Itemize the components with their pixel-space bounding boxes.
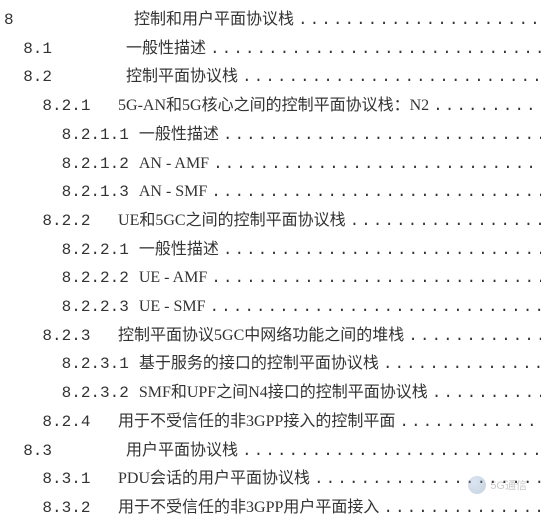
toc-leader: ........................................… [428,380,541,408]
watermark-text: 5G通信 [490,477,527,493]
toc-leader: ........................................… [219,122,541,150]
toc-entry: 8 控制和用户平面协议栈 ............................… [4,6,541,35]
toc-leader: ........................................… [379,351,541,379]
toc-title: UE - SMF [139,293,206,321]
toc-title: PDU会话的用户平面协议栈 [118,465,310,493]
toc-entry: 8.3.1PDU会话的用户平面协议栈 .....................… [4,465,541,494]
toc-leader: ........................................… [207,179,541,207]
toc-leader: ........................................… [238,438,541,466]
toc-leader: ........................................… [294,7,541,35]
toc-title: 基于服务的接口的控制平面协议栈 [139,350,379,378]
toc-number: 8.2.1 [4,93,100,121]
toc-title: 一般性描述 [126,35,206,63]
toc-leader: ........................................… [206,36,541,64]
toc-leader: ........................................… [429,93,541,121]
toc-entry: 8.2.1.3 AN - SMF ........................… [4,178,541,207]
toc-entry: 8.2.2.3 UE - SMF ........................… [4,293,541,322]
toc-number: 8.3 [4,438,100,466]
toc-leader: ........................................… [346,208,541,236]
toc-entry: 8.2.2.1 一般性描述 ...........................… [4,236,541,265]
toc-number: 8.2.1.2 [4,151,129,179]
toc-title: 控制和用户平面协议栈 [134,6,294,34]
toc-number: 8.2.3.2 [4,380,129,408]
toc-title: UE和5GC之间的控制平面协议栈 [118,207,346,235]
toc-entry: 8.2 控制平面协议栈 .............................… [4,63,541,92]
toc-leader: ........................................… [395,409,541,437]
toc-entry: 8.3.2 用于不受信任的非3GPP用户平面接入 ................… [4,494,541,523]
toc-entry: 8.1 一般性描述 ...............................… [4,35,541,64]
toc-leader: ........................................… [207,265,541,293]
toc-leader: ........................................… [206,294,541,322]
toc-title: 5G-AN和5G核心之间的控制平面协议栈：N2 [118,92,429,120]
toc-container: 8 控制和用户平面协议栈 ............................… [4,6,541,523]
toc-title: SMF和UPF之间N4接口的控制平面协议栈 [139,379,428,407]
toc-leader: ........................................… [238,64,541,92]
toc-number: 8.1 [4,36,100,64]
toc-number: 8.2.2.2 [4,265,129,293]
toc-entry: 8.2.3 控制平面协议5GC中网络功能之间的堆栈 ...............… [4,322,541,351]
toc-entry: 8.2.1.2 AN - AMF ........................… [4,150,541,179]
toc-entry: 8.2.1 5G-AN和5G核心之间的控制平面协议栈：N2 ...........… [4,92,541,121]
watermark: 5G通信 [468,476,527,494]
toc-leader: ........................................… [209,151,541,179]
toc-number: 8 [4,7,100,35]
toc-number: 8.2.2.3 [4,294,129,322]
toc-entry: 8.3 用户平面协议栈 .............................… [4,437,541,466]
toc-leader: ........................................… [404,323,541,351]
toc-entry: 8.2.2.2 UE - AMF ........................… [4,264,541,293]
toc-number: 8.2 [4,64,100,92]
toc-title: 控制平面协议栈 [126,63,238,91]
toc-entry: 8.2.2 UE和5GC之间的控制平面协议栈 ..................… [4,207,541,236]
toc-title: UE - AMF [139,264,207,292]
toc-title: 用于不受信任的非3GPP接入的控制平面 [118,408,395,436]
toc-number: 8.3.2 [4,495,100,523]
toc-entry: 8.2.3.1 基于服务的接口的控制平面协议栈 .................… [4,350,541,379]
watermark-icon [468,476,486,494]
toc-title: AN - SMF [139,178,207,206]
toc-leader: ........................................… [219,237,541,265]
toc-number: 8.2.4 [4,409,100,437]
toc-entry: 8.2.3.2 SMF和UPF之间N4接口的控制平面协议栈 ...........… [4,379,541,408]
toc-entry: 8.2.4 用于不受信任的非3GPP接入的控制平面 ...............… [4,408,541,437]
toc-title: 用于不受信任的非3GPP用户平面接入 [118,494,379,522]
toc-entry: 8.2.1.1 一般性描述 ...........................… [4,121,541,150]
toc-title: 用户平面协议栈 [126,437,238,465]
toc-number: 8.2.3.1 [4,351,129,379]
toc-title: 一般性描述 [139,121,219,149]
toc-number: 8.3.1 [4,466,100,494]
toc-title: 一般性描述 [139,236,219,264]
toc-number: 8.2.2.1 [4,237,129,265]
toc-number: 8.2.3 [4,323,100,351]
toc-number: 8.2.1.3 [4,179,129,207]
toc-leader: ........................................… [379,495,541,523]
toc-number: 8.2.2 [4,208,100,236]
toc-number: 8.2.1.1 [4,122,129,150]
toc-title: 控制平面协议5GC中网络功能之间的堆栈 [118,322,404,350]
toc-title: AN - AMF [139,150,209,178]
